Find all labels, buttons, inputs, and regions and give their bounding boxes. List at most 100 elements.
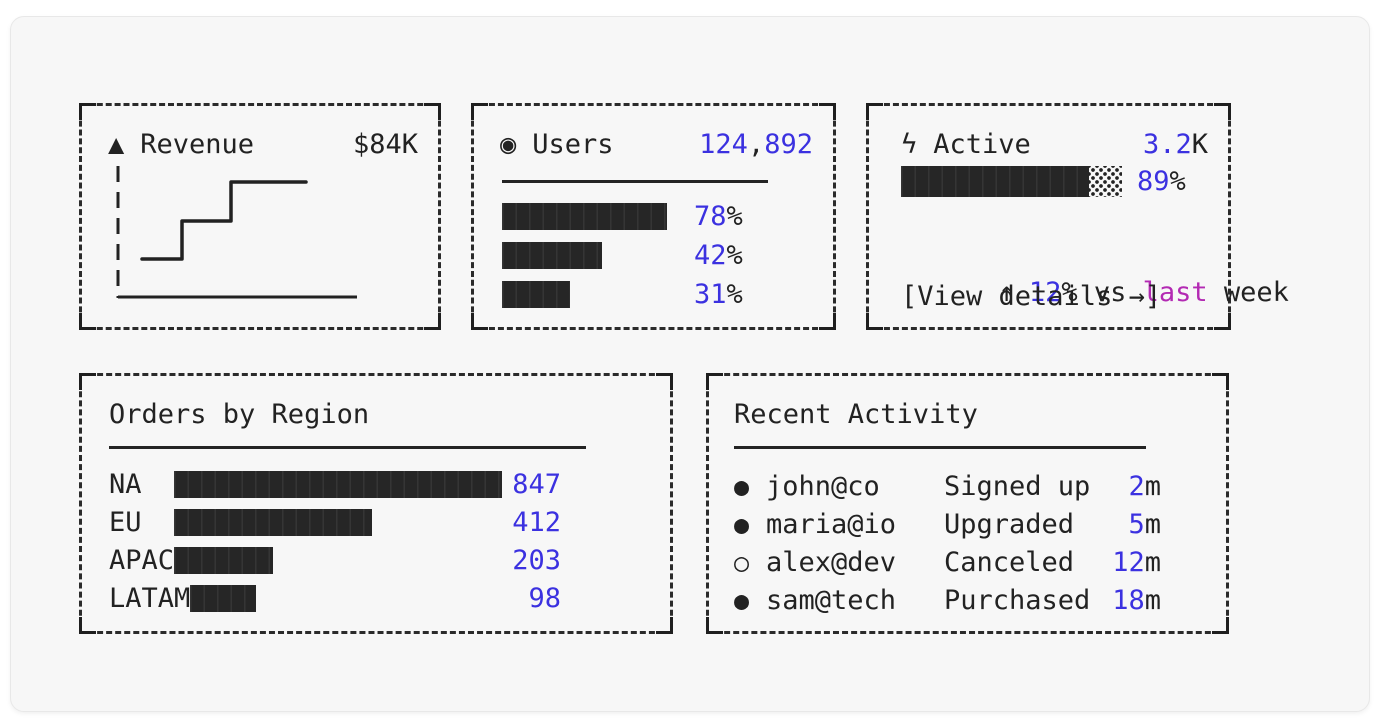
lightning-icon: ϟ bbox=[901, 129, 918, 160]
bar-percent-num: 31 bbox=[694, 279, 727, 310]
active-value-unit: K bbox=[1191, 129, 1208, 160]
up-arrow-icon: ↑ bbox=[998, 277, 1015, 308]
card-corner bbox=[1212, 373, 1229, 390]
activity-time: 5m bbox=[1128, 511, 1161, 538]
card-corner bbox=[424, 313, 441, 330]
users-value-comma: , bbox=[747, 129, 765, 160]
activity-rows: ● john@co Signed up 2m ● maria@io Upgrad… bbox=[734, 473, 1201, 625]
users-label: Users bbox=[532, 129, 614, 160]
filled-bullet-icon: ● bbox=[734, 586, 750, 615]
activity-divider bbox=[734, 446, 1146, 449]
active-value-num: 3.2 bbox=[1142, 129, 1192, 160]
time-num: 2 bbox=[1128, 471, 1145, 502]
progress-value: 89% bbox=[1137, 166, 1186, 197]
progress-fill bbox=[901, 166, 1089, 197]
bar-fill bbox=[174, 471, 502, 498]
time-unit: m bbox=[1144, 509, 1161, 540]
card-corner bbox=[79, 373, 96, 390]
bar-track bbox=[502, 242, 694, 269]
view-details-link[interactable]: [View details →] bbox=[901, 281, 1162, 312]
bar-fill bbox=[190, 585, 257, 612]
orders-divider bbox=[109, 446, 586, 449]
bar-fill bbox=[502, 242, 602, 269]
card-corner bbox=[79, 617, 96, 634]
bar-percent-sign: % bbox=[726, 240, 743, 271]
trend-num: 12 bbox=[1028, 277, 1062, 308]
bar-percent-sign: % bbox=[726, 279, 743, 310]
region-label: NA bbox=[109, 469, 142, 500]
activity-title: Recent Activity bbox=[734, 399, 978, 430]
progress-percent-sign: % bbox=[1169, 166, 1186, 197]
bar-fill bbox=[174, 547, 274, 574]
region-value: 412 bbox=[512, 507, 561, 538]
activity-time: 12m bbox=[1112, 549, 1161, 576]
users-value-num: 892 bbox=[764, 129, 813, 160]
bar-value: 78% bbox=[694, 203, 743, 230]
bar-fill bbox=[502, 203, 667, 230]
region-label: APAC bbox=[109, 545, 175, 576]
card-corner bbox=[79, 103, 96, 120]
activity-time: 18m bbox=[1112, 587, 1161, 614]
revenue-step-chart bbox=[116, 166, 357, 299]
bar-percent-num: 78 bbox=[694, 201, 727, 232]
bar-fill bbox=[174, 509, 372, 536]
time-unit: m bbox=[1144, 547, 1161, 578]
users-header: ◉ Users 124,892 bbox=[500, 128, 813, 162]
region-label: LATAM bbox=[109, 583, 191, 614]
card-corner bbox=[866, 313, 883, 330]
card-corner bbox=[819, 103, 836, 120]
users-divider bbox=[502, 180, 768, 183]
bar-track bbox=[502, 281, 694, 308]
users-bar-row: 31% bbox=[502, 281, 813, 308]
trend-highlight: last bbox=[1142, 277, 1208, 308]
card-corner bbox=[706, 373, 723, 390]
orders-title: Orders by Region bbox=[109, 399, 370, 430]
active-progress-bar: 89% bbox=[901, 166, 1186, 197]
bar-value: 31% bbox=[694, 281, 743, 308]
users-bar-row: 42% bbox=[502, 242, 813, 269]
active-card: ϟ Active 3.2K 89% ↑ 12% vs last week [Vie… bbox=[866, 103, 1289, 330]
activity-row: ● john@co Signed up 2m bbox=[734, 473, 1201, 500]
bar-track bbox=[502, 203, 694, 230]
time-num: 18 bbox=[1112, 585, 1145, 616]
activity-row: ● maria@io Upgraded 5m bbox=[734, 511, 1201, 538]
time-num: 12 bbox=[1112, 547, 1145, 578]
users-bar-row: 78% bbox=[502, 203, 813, 230]
filled-bullet-icon: ● bbox=[734, 472, 750, 501]
card-corner bbox=[1212, 617, 1229, 634]
bar-value: 42% bbox=[694, 242, 743, 269]
card-corner bbox=[656, 373, 673, 390]
revenue-card: ▲ Revenue $84K bbox=[79, 103, 441, 330]
users-card: ◉ Users 124,892 78% 42% 31% bbox=[471, 103, 836, 330]
activity-user: alex@dev bbox=[766, 547, 897, 578]
card-corner bbox=[819, 313, 836, 330]
bar-percent-sign: % bbox=[726, 201, 743, 232]
trend-tail: week bbox=[1207, 277, 1289, 308]
progress-percent-num: 89 bbox=[1137, 166, 1170, 197]
hollow-bullet-icon: ○ bbox=[734, 548, 750, 577]
card-corner bbox=[79, 313, 96, 330]
progress-remainder bbox=[1089, 166, 1122, 197]
time-unit: m bbox=[1144, 585, 1161, 616]
activity-user: sam@tech bbox=[766, 585, 897, 616]
activity-card: Recent Activity ● john@co Signed up 2m ●… bbox=[706, 373, 1229, 634]
up-triangle-icon: ▲ bbox=[108, 129, 125, 160]
filled-bullet-icon: ● bbox=[734, 510, 750, 539]
trend-mid: vs bbox=[1077, 277, 1143, 308]
activity-row: ○ alex@dev Canceled 12m bbox=[734, 549, 1201, 576]
active-header: ϟ Active 3.2K bbox=[901, 128, 1208, 162]
activity-action: Purchased bbox=[944, 585, 1091, 616]
active-value: 3.2K bbox=[1143, 128, 1208, 162]
activity-action: Upgraded bbox=[944, 509, 1075, 540]
card-corner bbox=[424, 103, 441, 120]
activity-row: ● sam@tech Purchased 18m bbox=[734, 587, 1201, 614]
activity-action: Canceled bbox=[944, 547, 1075, 578]
orders-bar-row: NA 847 bbox=[109, 471, 643, 498]
card-corner bbox=[706, 617, 723, 634]
card-corner bbox=[471, 103, 488, 120]
card-corner bbox=[1214, 313, 1231, 330]
orders-bar-row: EU 412 bbox=[109, 509, 643, 536]
users-bars: 78% 42% 31% bbox=[502, 203, 813, 320]
orders-card: Orders by Region NA 847 EU 412 APAC 203 … bbox=[79, 373, 673, 634]
trend-text: ↑ 12% vs last week bbox=[901, 242, 1289, 344]
